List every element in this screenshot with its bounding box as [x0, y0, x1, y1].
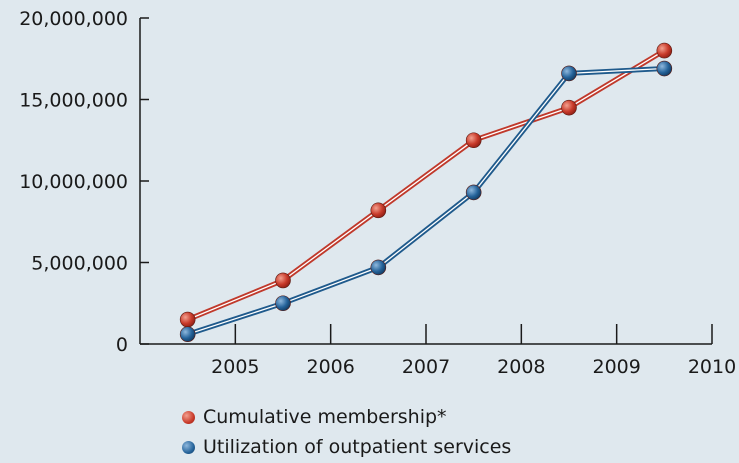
- chart-legend: Cumulative membership* Utilization of ou…: [182, 402, 511, 462]
- y-tick-label: 5,000,000: [31, 253, 128, 275]
- axes-layer: 0 5,000,000 10,000,000 15,000,000 20,000,000…: [19, 8, 736, 378]
- data-point: [179, 326, 196, 343]
- data-point: [656, 42, 673, 59]
- data-point: [370, 202, 387, 219]
- data-point: [275, 272, 291, 289]
- y-tick-label: 0: [116, 334, 128, 356]
- series-line-inner: [187, 67, 665, 335]
- data-point: [561, 65, 577, 82]
- data-point: [561, 99, 577, 116]
- data-point: [465, 132, 482, 149]
- legend-item-cumulative-membership: Cumulative membership*: [182, 402, 511, 432]
- data-point: [465, 184, 482, 201]
- y-tick-label: 10,000,000: [19, 171, 128, 193]
- x-tick-label: 2008: [497, 356, 545, 378]
- y-tick-label: 15,000,000: [19, 90, 128, 112]
- data-point: [370, 259, 387, 276]
- x-tick-label: 2005: [211, 356, 259, 378]
- series-line-outer: [185, 66, 667, 337]
- x-tick-label: 2006: [306, 356, 354, 378]
- legend-label-cumulative-membership: Cumulative membership*: [203, 406, 447, 428]
- series-line-outer: [185, 48, 667, 323]
- data-point: [656, 60, 673, 77]
- series-0: [179, 42, 673, 328]
- y-tick-label: 20,000,000: [19, 8, 128, 30]
- series-1: [179, 60, 673, 343]
- data-point: [179, 311, 196, 328]
- x-tick-label: 2007: [402, 356, 450, 378]
- legend-label-outpatient-utilization: Utilization of outpatient services: [203, 436, 512, 458]
- x-tick-label: 2010: [688, 356, 736, 378]
- legend-item-outpatient-utilization: Utilization of outpatient services: [182, 432, 511, 462]
- series-layer: [179, 42, 673, 343]
- series-line-inner: [187, 49, 665, 321]
- data-point: [275, 295, 291, 312]
- x-tick-label: 2009: [592, 356, 640, 378]
- legend-marker-outpatient-utilization: [182, 440, 195, 454]
- legend-marker-cumulative-membership: [182, 410, 195, 424]
